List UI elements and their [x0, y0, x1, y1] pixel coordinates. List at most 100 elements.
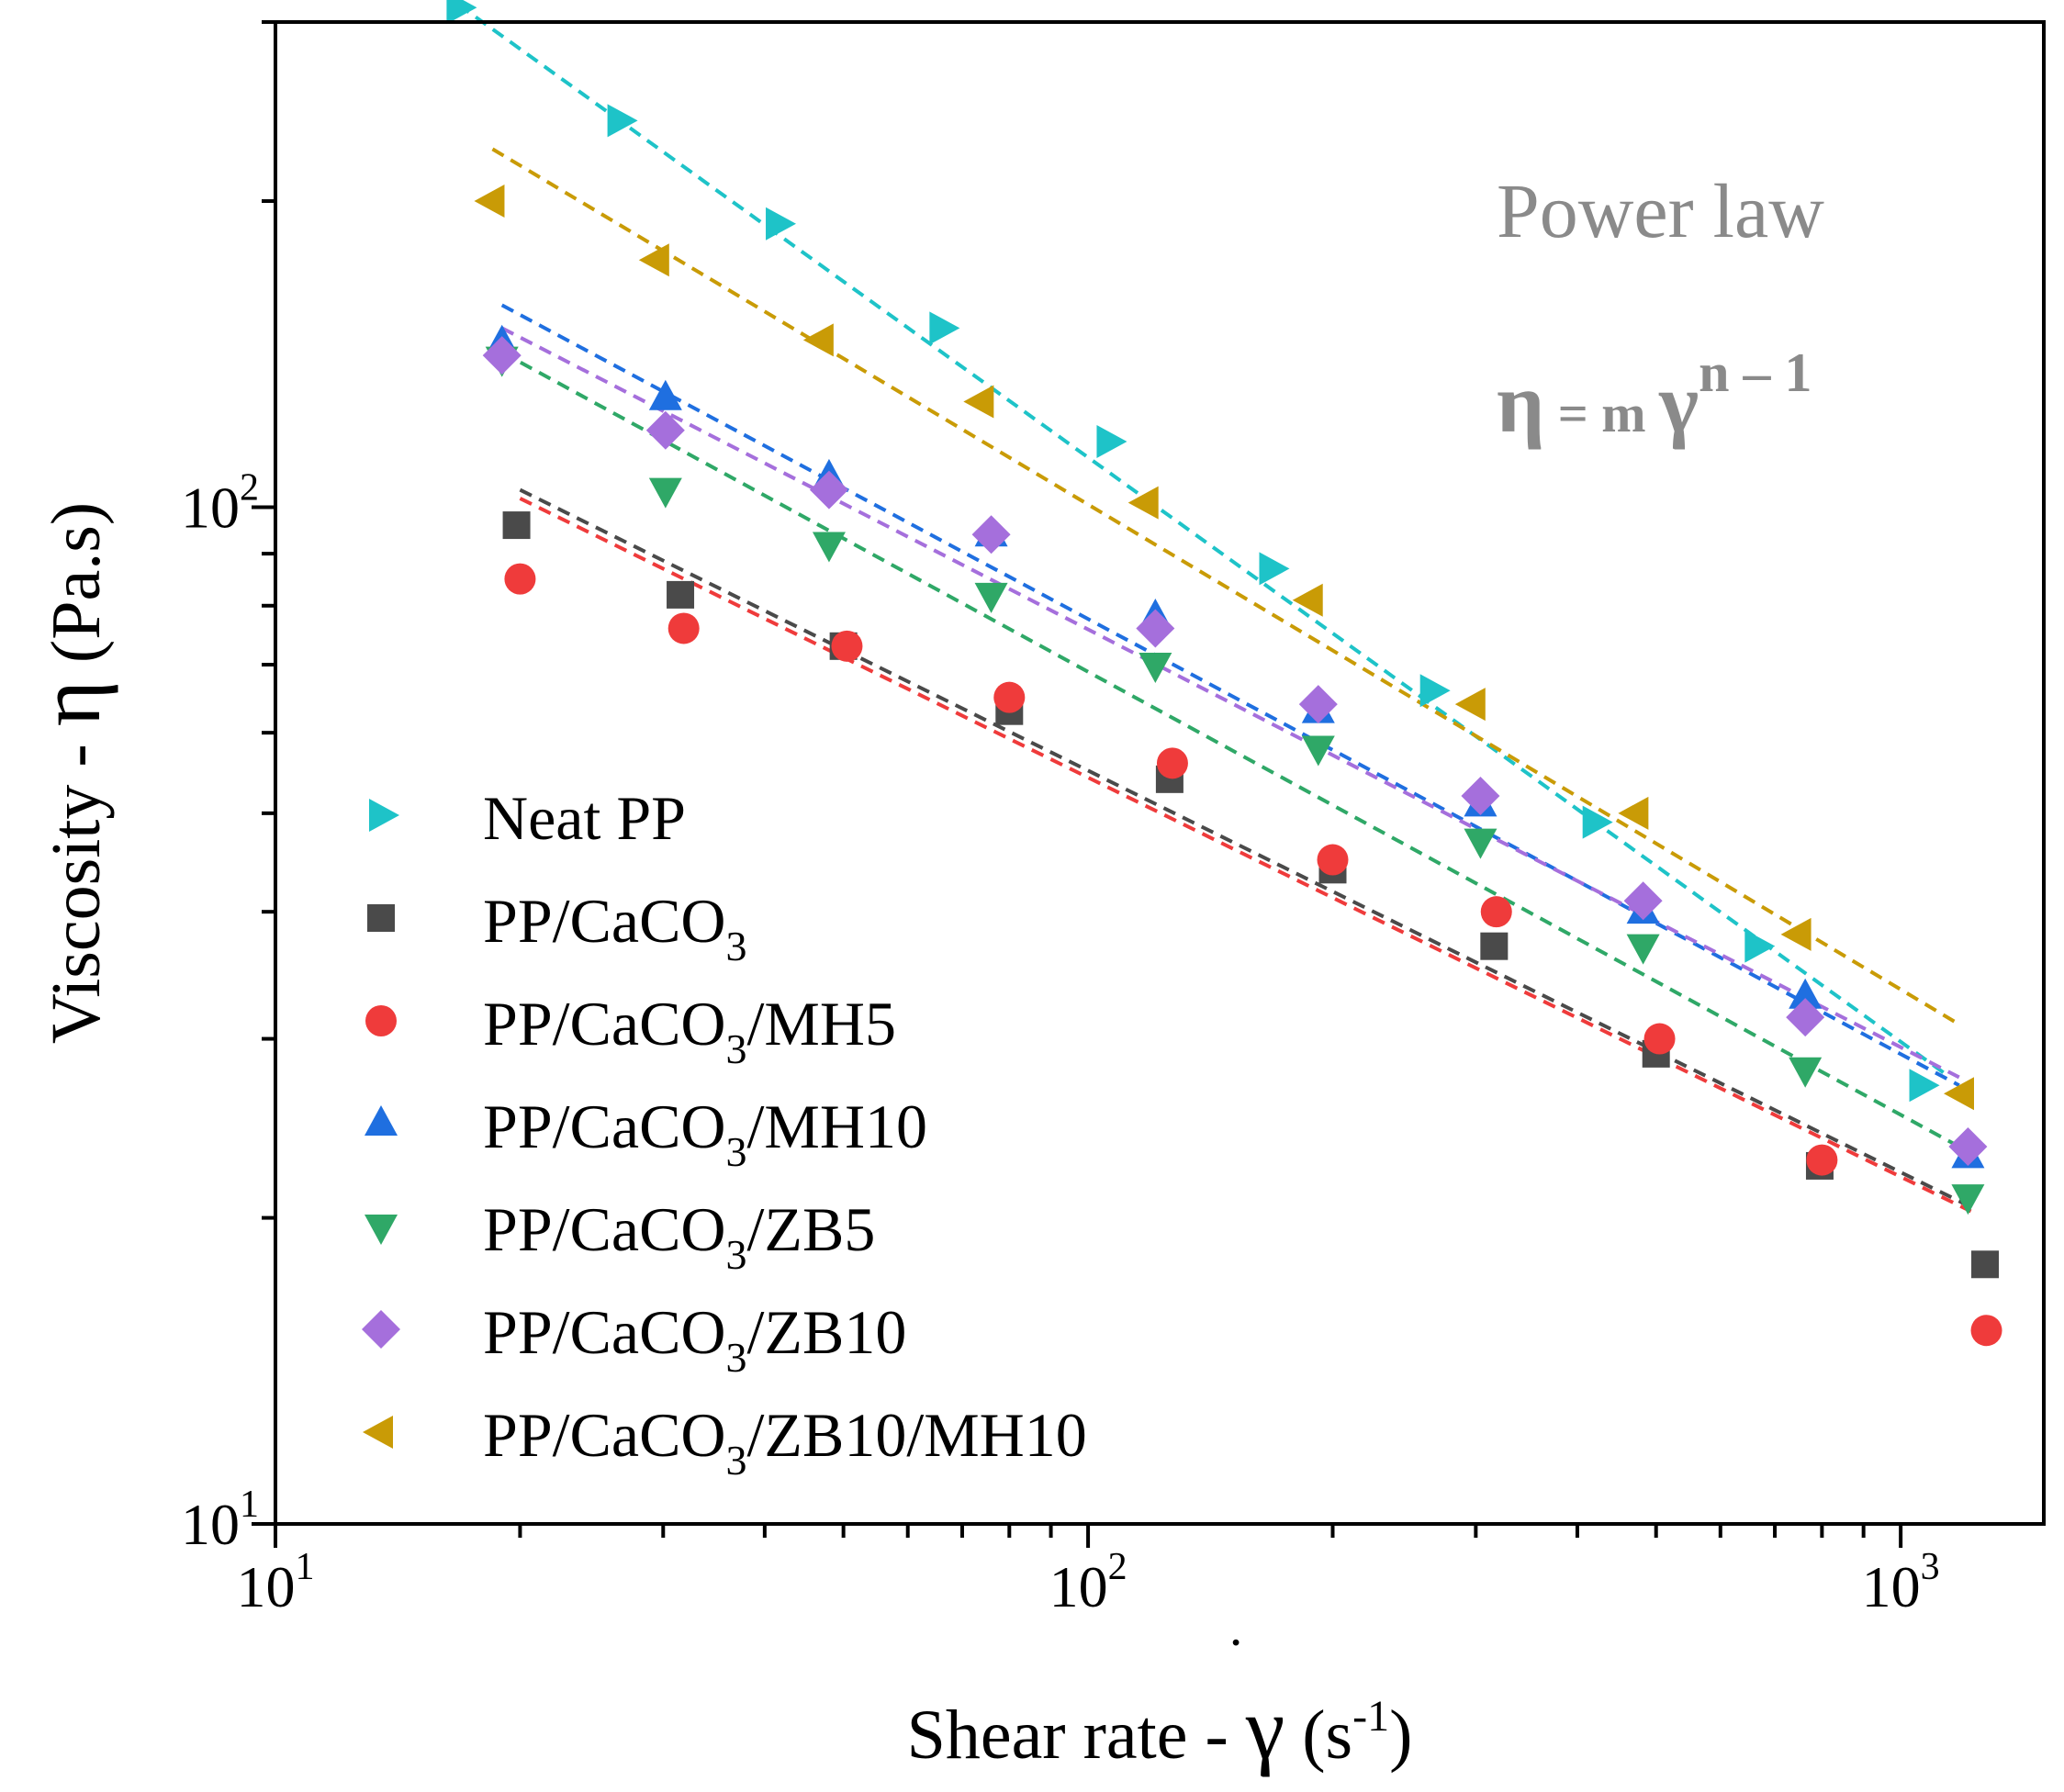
- legend-marker: [367, 904, 395, 932]
- tick-layer: [252, 20, 1903, 1548]
- series-1-fit-line: [457, 3, 1952, 1080]
- series-5-point: [812, 532, 846, 563]
- x-tick-label: 103: [1862, 1546, 1940, 1619]
- legend-item: PP/CaCO3/ZB10/MH10: [363, 1400, 1087, 1484]
- series-1-point: [446, 0, 477, 25]
- equation-mid: = m: [1544, 384, 1659, 443]
- legend-label: PP/CaCO3/ZB10/MH10: [483, 1400, 1087, 1484]
- series-3-point: [1643, 1023, 1676, 1055]
- series-3-point: [1970, 1315, 2002, 1347]
- series-4-point: [648, 379, 682, 410]
- legend-label: PP/CaCO3: [483, 886, 747, 969]
- series-1-point: [1744, 929, 1776, 963]
- series-6-point: [482, 336, 522, 375]
- series-2-point: [1480, 932, 1509, 960]
- legend-marker: [363, 1416, 393, 1449]
- x-tick-label: 101: [237, 1546, 315, 1619]
- y-axis-label-unit: (Pa.s): [38, 502, 115, 680]
- series-2-point: [1971, 1250, 2000, 1279]
- legend-marker: [365, 1215, 398, 1245]
- legend-item: PP/CaCO3/MH10: [365, 1092, 927, 1175]
- series-1-point: [1096, 425, 1127, 459]
- series-6-point: [1623, 881, 1663, 921]
- series-6-point: [1461, 776, 1500, 815]
- gamma-dot: ˙: [1226, 1626, 1245, 1691]
- legend-marker: [365, 1005, 397, 1036]
- series-5-point: [1626, 934, 1660, 965]
- series-3-point: [667, 612, 700, 644]
- legend-item: PP/CaCO3/MH5: [365, 989, 896, 1072]
- legend-label: PP/CaCO3/ZB5: [483, 1194, 875, 1278]
- series-1-point: [1909, 1069, 1940, 1103]
- series-6-point: [1786, 998, 1825, 1037]
- series-7-fit-line: [491, 147, 1960, 1026]
- series-6-point: [1298, 685, 1338, 724]
- series-2-point: [667, 580, 695, 609]
- series-5-point: [974, 582, 1008, 613]
- series-3-fit-line: [519, 497, 1972, 1214]
- series-7-point: [1944, 1077, 1975, 1111]
- series-5-point: [1951, 1184, 1985, 1215]
- series-3-point: [831, 630, 863, 662]
- x-axis-label: Shear rate - γ (s-1): [907, 1679, 1413, 1777]
- series-7-point: [1127, 486, 1159, 520]
- y-axis-label-eta: η: [20, 680, 118, 726]
- series-4-fit-line: [500, 303, 1960, 1088]
- series-7-point: [1780, 917, 1812, 951]
- series-6-point: [645, 410, 685, 450]
- legend-marker: [365, 1105, 398, 1136]
- series-7-point: [1618, 796, 1649, 830]
- x-axis-label-unit-exp: -1: [1352, 1692, 1389, 1741]
- x-axis-label-gamma: γ: [1245, 1679, 1284, 1777]
- series-2-fit-line: [519, 487, 1972, 1209]
- series-3-point: [1156, 747, 1188, 779]
- legend: Neat PP PP/CaCO3 PP/CaCO3/MH5 PP/CaCO3/MH10…: [362, 783, 1087, 1484]
- series-1-point: [766, 207, 797, 241]
- series-1-point: [929, 311, 960, 345]
- series-6-point: [1948, 1127, 1988, 1167]
- equation-exponent: n – 1: [1699, 342, 1812, 403]
- plot-frame: [274, 20, 2046, 1526]
- y-tick-label: 102: [181, 466, 259, 540]
- series-7-point: [1454, 688, 1486, 722]
- annotation-equation: η = m γn – 1: [1497, 342, 1812, 450]
- series-1-point: [1582, 805, 1613, 839]
- series-6-point: [971, 515, 1011, 554]
- legend-marker: [369, 799, 399, 832]
- series-7-point: [638, 243, 669, 277]
- series-1-point: [1259, 552, 1290, 586]
- series-6-point: [809, 470, 848, 510]
- series-3-point: [1317, 844, 1349, 876]
- series-5-point: [1789, 1057, 1823, 1088]
- fit-lines: [457, 3, 1972, 1214]
- y-tick-label: 101: [181, 1484, 259, 1557]
- annotation-title: Power law: [1497, 169, 1824, 254]
- legend-label: Neat PP: [483, 783, 686, 853]
- x-tick-label: 102: [1049, 1546, 1127, 1619]
- x-axis-label-unit-close: ): [1389, 1697, 1412, 1774]
- y-axis-label-prefix: Viscosity -: [38, 726, 115, 1044]
- legend-item: PP/CaCO3/ZB10: [362, 1297, 906, 1381]
- series-7-point: [963, 385, 994, 419]
- series-1-point: [1419, 674, 1451, 708]
- series-3-point: [993, 681, 1026, 713]
- equation-eta: η: [1497, 356, 1544, 450]
- y-axis-label: Viscosity - η (Pa.s): [20, 502, 118, 1044]
- series-5-fit-line: [500, 351, 1960, 1148]
- equation-gamma: γ: [1658, 356, 1699, 450]
- series-6-point: [1136, 609, 1175, 648]
- legend-label: PP/CaCO3/ZB10: [483, 1297, 906, 1381]
- series-3-point: [504, 563, 536, 595]
- x-tick-labels: 101 102 103: [237, 1546, 1940, 1619]
- series-7-point: [1292, 583, 1323, 617]
- series-6-fit-line: [500, 326, 1960, 1080]
- series-2-point: [502, 511, 531, 540]
- y-tick-labels: 101 102: [181, 466, 259, 1557]
- series-5-point: [648, 477, 682, 509]
- x-axis-label-unit-open: (s: [1284, 1697, 1352, 1774]
- series-7-point: [802, 323, 834, 357]
- legend-label: PP/CaCO3/MH5: [483, 989, 896, 1072]
- series-5-point: [1301, 735, 1335, 767]
- series-5-point: [1139, 653, 1172, 684]
